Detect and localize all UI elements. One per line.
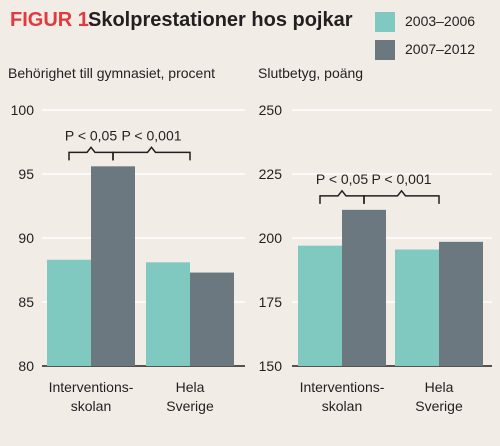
- y-axis-title: Behörighet till gymnasiet, procent: [8, 65, 215, 81]
- x-category-label: skolan: [71, 398, 111, 414]
- significance-label: P < 0,001: [121, 127, 181, 143]
- bar-2-2: [190, 272, 234, 366]
- y-tick-label: 90: [18, 230, 34, 246]
- legend-label-2003-2006: 2003–2006: [405, 13, 476, 29]
- legend-label-2007-2012: 2007–2012: [405, 41, 476, 57]
- chart-panel-2: Slutbetyg, poäng 150 175 200 225 250 Intervent…: [258, 65, 492, 414]
- significance-bracket: [68, 146, 114, 161]
- significance-bracket: [363, 189, 440, 204]
- significance-bracket: [319, 189, 365, 204]
- significance-label: P < 0,001: [371, 171, 431, 187]
- y-tick-label: 225: [259, 166, 283, 182]
- x-category-label: Hela: [176, 379, 205, 395]
- y-tick-label: 85: [18, 294, 34, 310]
- y-tick-label: 250: [259, 102, 283, 118]
- significance-bracket: [112, 146, 191, 161]
- x-category-label: Sverige: [166, 398, 214, 414]
- bar-1-1: [47, 259, 91, 366]
- y-tick-label: 200: [259, 230, 283, 246]
- bar-1-2: [342, 209, 386, 366]
- x-category-label: Sverige: [415, 398, 463, 414]
- x-category-label: Interventions-: [300, 379, 385, 395]
- bar-2-1: [395, 249, 439, 366]
- figure-title: Skolprestationer hos pojkar: [88, 9, 353, 31]
- bar-1-2: [91, 166, 135, 366]
- y-tick-label: 100: [11, 102, 35, 118]
- bar-1-1: [298, 245, 342, 366]
- y-tick-label: 175: [259, 294, 283, 310]
- significance-label: P < 0,05: [65, 127, 118, 143]
- y-tick-label: 95: [18, 166, 34, 182]
- significance-label: P < 0,05: [316, 171, 369, 187]
- figure-header: FIGUR 1. Skolprestationer hos pojkar: [0, 0, 500, 60]
- chart-panel-1: Behörighet till gymnasiet, procent 80 85 90…: [8, 65, 245, 414]
- legend-swatch-2007-2012: [375, 40, 395, 60]
- bar-2-2: [439, 241, 483, 366]
- legend-swatch-2003-2006: [375, 12, 395, 32]
- y-axis-title: Slutbetyg, poäng: [258, 65, 363, 81]
- figure-label: FIGUR 1.: [10, 9, 95, 31]
- bar-2-1: [146, 262, 190, 366]
- x-category-label: Interventions-: [49, 379, 134, 395]
- x-category-label: Hela: [425, 379, 454, 395]
- y-tick-label: 80: [18, 358, 34, 374]
- x-category-label: skolan: [322, 398, 362, 414]
- y-tick-label: 150: [259, 358, 283, 374]
